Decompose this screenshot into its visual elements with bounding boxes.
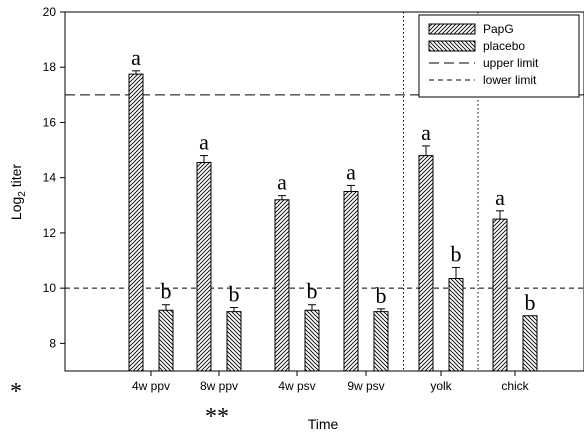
significance-letter-papg-0: a: [131, 45, 141, 70]
significance-letter-placebo-2: b: [307, 279, 318, 304]
bar-placebo-4: [448, 277, 464, 372]
y-tick-label-20: 20: [43, 5, 57, 19]
legend-swatch-PapG: [428, 23, 476, 35]
significance-letter-placebo-4: b: [451, 241, 462, 266]
significance-letter-papg-2: a: [277, 170, 287, 195]
x-tick-label-0: 4w ppv: [132, 379, 170, 393]
x-axis-ticks: 4w ppv 8w ppv 4w psv 9w psv yolk chick: [132, 371, 530, 393]
y-tick-label-14: 14: [43, 171, 57, 185]
legend-swatch-placebo: [428, 40, 476, 52]
x-tick-label-4: yolk: [430, 379, 452, 393]
legend: PapG placebo upper limit lower limit: [418, 14, 580, 98]
bar-placebo-2: [304, 309, 320, 372]
bar-papg-3: [343, 191, 359, 372]
legend-label-PapG: PapG: [483, 22, 514, 36]
significance-letter-papg-5: a: [495, 185, 505, 210]
bars: [128, 70, 538, 372]
bar-placebo-3: [373, 311, 389, 372]
plot-frame: [64, 11, 584, 372]
y-axis-title-subscript: 2: [17, 191, 28, 197]
bar-papg-4: [418, 155, 434, 372]
y-axis-ticks: 8 10 12 14 16 18 20: [43, 5, 65, 350]
significance-letter-papg-4: a: [421, 120, 431, 145]
bar-papg-1: [196, 162, 212, 372]
significance-letter-placebo-3: b: [376, 283, 387, 308]
y-axis-title-main: Log: [8, 197, 24, 220]
bar-placebo-5: [522, 315, 538, 372]
significance-letter-papg-3: a: [346, 159, 356, 184]
y-axis-title-suffix: titer: [8, 164, 24, 192]
x-tick-label-5: chick: [501, 379, 529, 393]
significance-letter-placebo-5: b: [525, 290, 536, 315]
y-tick-label-12: 12: [43, 226, 57, 240]
legend-label-placebo: placebo: [483, 39, 525, 53]
bar-papg-0: [128, 73, 144, 372]
y-tick-label-8: 8: [49, 336, 56, 350]
significance-letter-papg-1: a: [199, 130, 209, 155]
y-tick-label-10: 10: [43, 281, 57, 295]
double-asterisk-note: **: [205, 404, 229, 430]
x-tick-label-1: 8w ppv: [200, 379, 238, 393]
legend-label-upper-limit: upper limit: [483, 56, 539, 70]
bar-papg-5: [492, 218, 508, 372]
x-tick-label-2: 4w psv: [278, 379, 315, 393]
single-asterisk-note: *: [10, 379, 22, 405]
x-axis-title: Time: [308, 416, 339, 432]
y-tick-label-16: 16: [43, 115, 57, 129]
bar-papg-2: [274, 199, 290, 372]
x-tick-label-3: 9w psv: [347, 379, 384, 393]
significance-letter-placebo-0: b: [161, 279, 172, 304]
bar-placebo-1: [226, 311, 242, 372]
significance-letter-placebo-1: b: [229, 281, 240, 306]
bar-placebo-0: [158, 309, 174, 372]
legend-label-lower-limit: lower limit: [483, 73, 537, 87]
y-tick-label-18: 18: [43, 60, 57, 74]
y-axis-title: Log2 titer: [8, 164, 28, 220]
significance-letters: a a a a a a b b b b b b: [131, 45, 535, 315]
